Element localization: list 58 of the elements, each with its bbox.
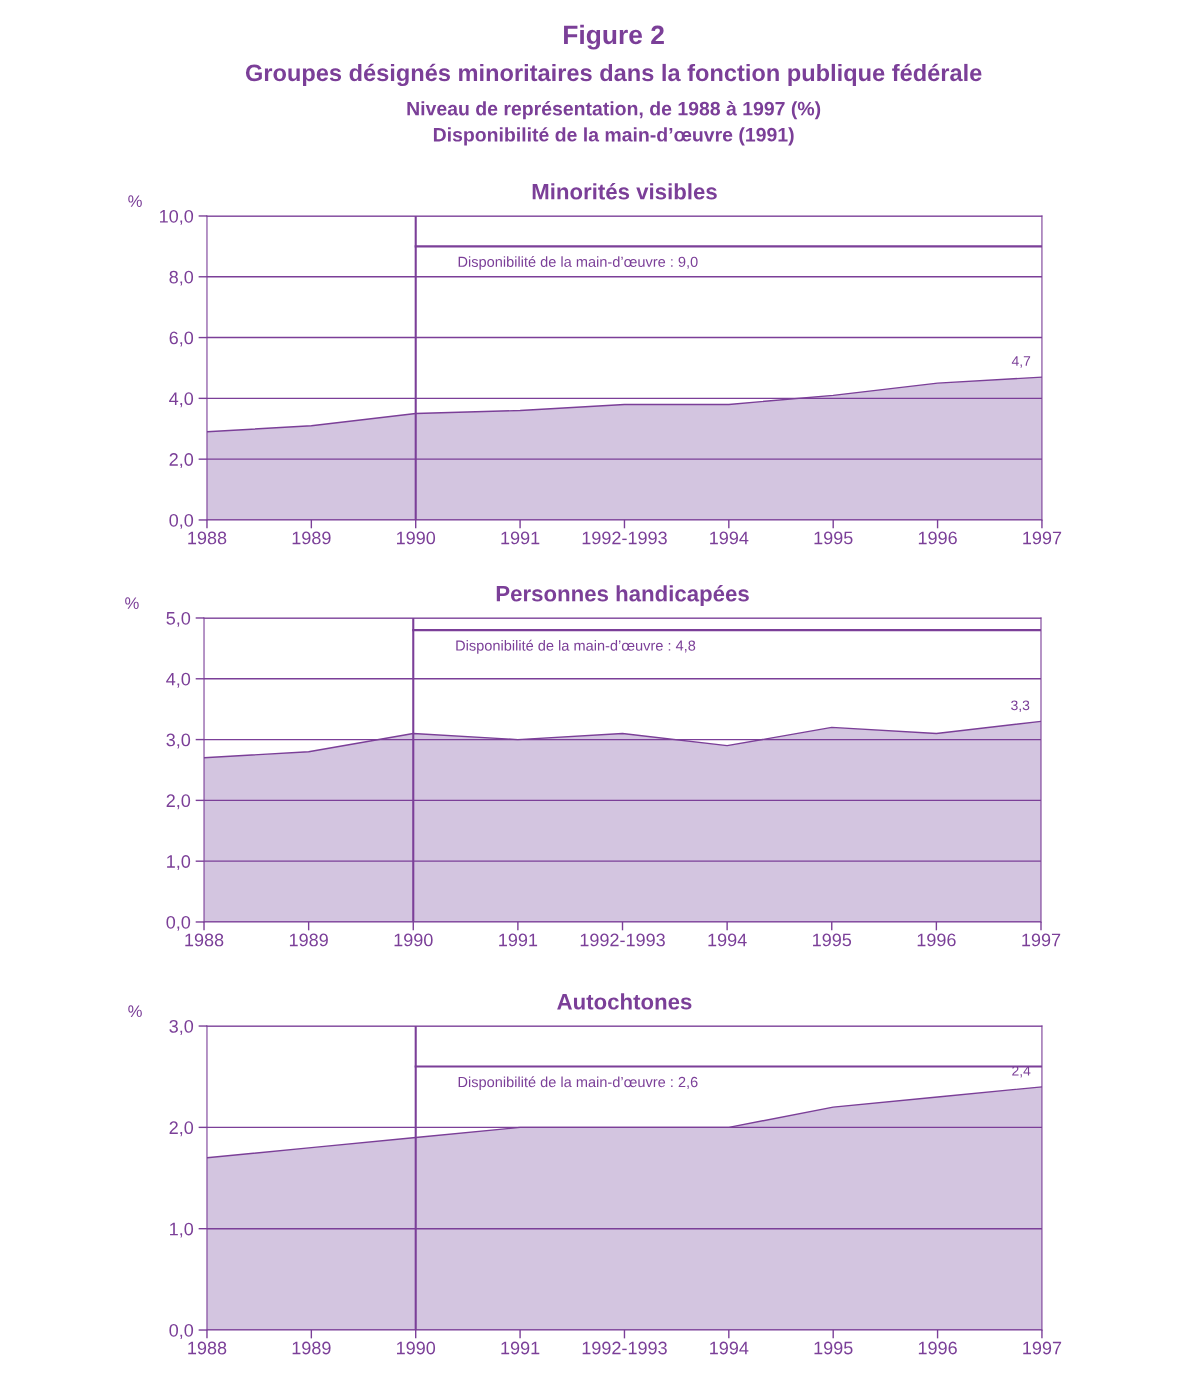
- x-tick-label: 1991: [501, 531, 540, 545]
- data-label: 4,7: [1011, 356, 1031, 368]
- x-tick-label: 1988: [188, 531, 227, 545]
- y-tick-label: 0,0: [169, 1323, 194, 1339]
- y-tick-label: 2,0: [169, 453, 194, 469]
- y-tick-label: 2,0: [166, 794, 191, 810]
- y-tick-label: 3,0: [166, 733, 191, 749]
- y-tick-label: 4,0: [166, 672, 191, 688]
- x-tick-label: 1995: [814, 1341, 853, 1355]
- x-tick-label: 1990: [397, 531, 436, 545]
- text: Groupes désignés minoritaires dans la fonction publique fédérale: [245, 63, 982, 87]
- x-tick-label: 1988: [188, 1341, 227, 1355]
- text: Figure 2: [564, 24, 664, 50]
- x-tick-label: 1991: [501, 1341, 540, 1355]
- x-tick-label: 1995: [813, 933, 852, 947]
- x-tick-label: 1994: [710, 1341, 749, 1355]
- chart-title: Minorités visibles: [532, 183, 717, 200]
- y-tick-label: 6,0: [169, 331, 194, 347]
- y-tick-label: 3,0: [169, 1019, 194, 1035]
- y-tick-label: 1,0: [167, 855, 191, 871]
- x-tick-label: 1996: [918, 531, 957, 545]
- y-tick-label: 0,0: [166, 915, 191, 931]
- x-tick-label: 1997: [1022, 933, 1061, 947]
- ref-line-label: Disponibilité de la main-d’œuvre : 4,8: [456, 639, 696, 654]
- chart-title: Personnes handicapées: [496, 585, 749, 606]
- y-tick-label: 10,0: [160, 209, 194, 225]
- x-tick-label: 1992-1993: [580, 933, 665, 947]
- y-tick-label: 5,0: [166, 611, 191, 627]
- data-label: 3,3: [1011, 700, 1030, 712]
- y-tick-label: 2,0: [169, 1121, 194, 1137]
- text: Disponibilité de la main-d’œuvre (1991): [433, 127, 794, 146]
- chart-title: Autochtones: [557, 993, 692, 1010]
- x-tick-label: 1994: [708, 933, 747, 947]
- y-tick-label: 0,0: [169, 513, 194, 529]
- x-tick-label: 1989: [292, 531, 331, 545]
- y-axis-title: %: [128, 1005, 142, 1018]
- x-tick-label: 1988: [185, 933, 224, 947]
- x-tick-label: 1997: [1023, 531, 1062, 545]
- y-axis-title: %: [125, 597, 139, 609]
- y-tick-label: 1,0: [170, 1222, 194, 1238]
- x-tick-label: 1992-1993: [582, 531, 667, 545]
- x-tick-label: 1996: [918, 1341, 957, 1355]
- x-tick-label: 1990: [397, 1341, 436, 1355]
- y-axis-title: %: [128, 195, 142, 207]
- x-tick-label: 1989: [289, 933, 328, 947]
- x-tick-label: 1990: [394, 933, 433, 947]
- y-tick-label: 8,0: [169, 270, 194, 286]
- x-tick-label: 1994: [710, 531, 749, 545]
- x-tick-label: 1995: [814, 531, 853, 545]
- x-tick-label: 1992-1993: [582, 1341, 667, 1355]
- x-tick-label: 1997: [1023, 1341, 1062, 1355]
- x-tick-label: 1996: [917, 933, 956, 947]
- ref-line-label: Disponibilité de la main-d’œuvre : 2,6: [458, 1076, 698, 1091]
- y-tick-label: 4,0: [169, 392, 194, 408]
- x-tick-label: 1991: [499, 933, 538, 947]
- ref-line-label: Disponibilité de la main-d’œuvre : 9,0: [458, 256, 698, 270]
- text: Niveau de représentation, de 1988 à 1997 (%): [407, 101, 821, 120]
- x-tick-label: 1989: [292, 1341, 331, 1355]
